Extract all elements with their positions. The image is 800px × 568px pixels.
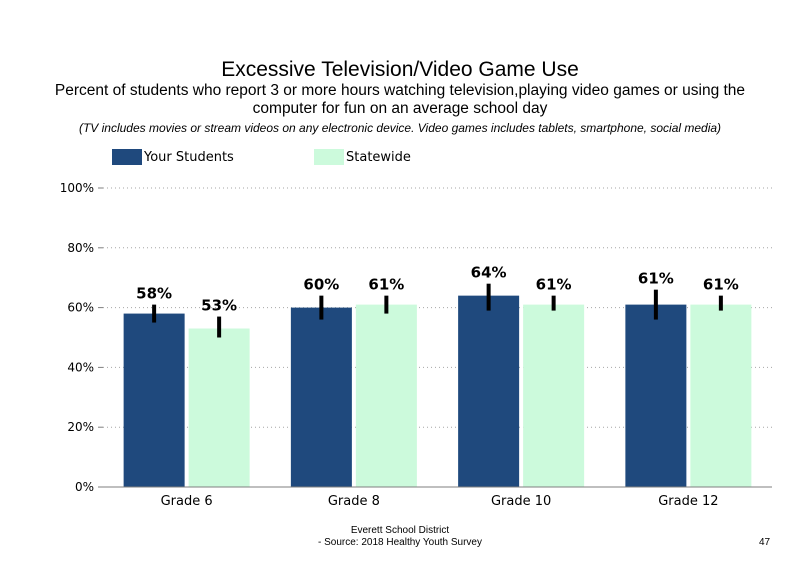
y-tick-label: 60% [67, 301, 94, 315]
footer-district: Everett School District [350, 525, 450, 536]
legend-swatch-statewide [314, 149, 344, 165]
footer: Everett School District - Source: 2018 H… [0, 525, 800, 549]
legend-item-your-students: Your Students [112, 149, 234, 165]
data-label: 61% [703, 276, 739, 294]
chart-subtitle: Percent of students who report 3 or more… [54, 82, 746, 117]
y-tick-label: 20% [67, 420, 94, 434]
x-tick-label: Grade 8 [328, 494, 380, 509]
bar-your-students [123, 313, 185, 487]
y-tick-label: 0% [75, 480, 94, 494]
data-label: 64% [471, 264, 507, 282]
bar-your-students [290, 307, 352, 487]
y-tick-label: 40% [67, 360, 94, 374]
bar-your-students [458, 295, 520, 487]
bar-chart: 0% 20% 40% 60% 80% 100% 58% 53% Grade 6 60% 61% Gra… [60, 181, 772, 509]
legend-label-your-students: Your Students [144, 149, 234, 165]
data-label: 58% [136, 285, 172, 303]
bar-statewide [690, 304, 752, 487]
bar-your-students [625, 304, 687, 487]
x-tick-label: Grade 10 [491, 494, 551, 509]
y-tick-label: 80% [67, 241, 94, 255]
bar-statewide [355, 304, 417, 487]
data-label: 61% [536, 276, 572, 294]
data-label: 53% [201, 297, 237, 315]
data-label: 61% [638, 270, 674, 288]
legend-label-statewide: Statewide [346, 149, 411, 165]
chart-note: (TV includes movies or stream videos on … [78, 121, 722, 135]
legend-item-statewide: Statewide [314, 149, 411, 165]
y-tick-label: 100% [60, 181, 94, 195]
bar-statewide [523, 304, 585, 487]
x-tick-label: Grade 6 [161, 494, 213, 509]
x-tick-label: Grade 12 [658, 494, 718, 509]
legend-swatch-your-students [112, 149, 142, 165]
bar-statewide [188, 328, 250, 487]
footer-source: - Source: 2018 Healthy Youth Survey [318, 537, 482, 548]
page-number: 47 [759, 537, 771, 548]
data-label: 61% [368, 276, 404, 294]
data-label: 60% [303, 276, 339, 294]
chart-title: Excessive Television/Video Game Use [221, 58, 579, 81]
chart-header: Excessive Television/Video Game Use Perc… [0, 58, 800, 136]
